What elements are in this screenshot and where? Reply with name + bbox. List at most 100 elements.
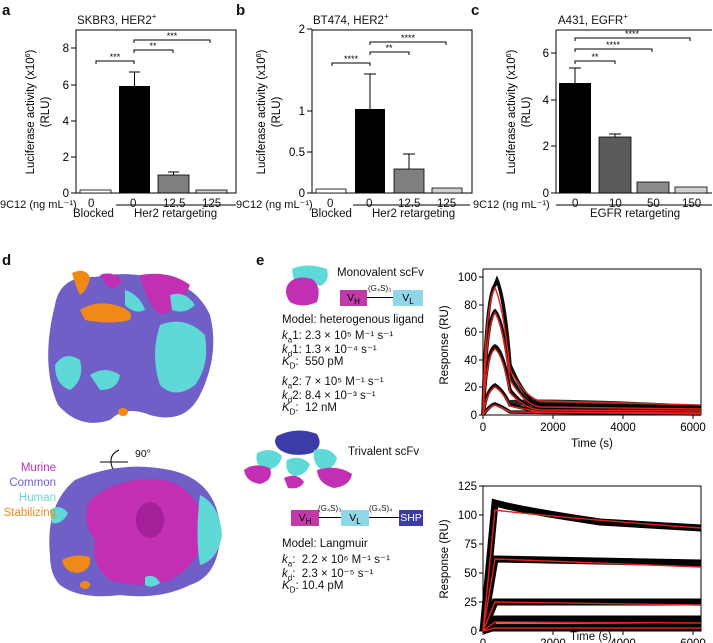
monovalent-KD2: KD: 12 nM	[282, 402, 338, 417]
svg-text:50: 50	[464, 568, 477, 580]
panel-c-xrow-label: 9C12 (ng mL⁻¹)	[473, 199, 550, 211]
svg-text:2: 2	[299, 24, 305, 36]
panel-a-group-retarget: Her2 retargeting	[134, 208, 218, 220]
svg-text:6000: 6000	[680, 422, 706, 434]
panel-a-xrow-label: 9C12 (ng mL⁻¹)	[0, 199, 77, 211]
panel-a-ylabel: Luciferase activity (x106)	[25, 49, 37, 174]
svg-text:Luciferase activity (x106): Luciferase activity (x106)	[256, 49, 268, 174]
spr-top-xlabel: Time (s)	[571, 438, 613, 450]
panel-b-xlabel-1: 0	[366, 198, 373, 210]
svg-text:0: 0	[480, 422, 486, 434]
spr-bottom-chart: Response (RU) 0 25 50 75 100 125 0 2000 …	[439, 481, 706, 643]
legend-human: Human	[18, 492, 56, 504]
monovalent-linker-line	[367, 297, 393, 298]
panel-c-xlabel-2: 50	[647, 198, 660, 210]
svg-text:2000: 2000	[540, 638, 566, 643]
monovalent-KD1: KD: 550 pM	[282, 356, 344, 371]
svg-text:(RLU): (RLU)	[40, 97, 52, 128]
monovalent-model: Model: heterogenous ligand	[282, 314, 424, 326]
monovalent-kd2: kd2: 8.4 × 10⁻³ s⁻¹	[282, 390, 376, 405]
trivalent-KD: KD: 10.4 pM	[282, 580, 344, 595]
trivalent-kd: kd: 2.3 × 10⁻⁵ s⁻¹	[282, 568, 374, 583]
svg-text:1: 1	[299, 106, 305, 118]
svg-text:Response (RU): Response (RU)	[439, 305, 451, 384]
legend-murine: Murine	[20, 462, 56, 474]
trivalent-linker2-line	[369, 517, 399, 518]
panel-a-chart: Luciferase activity (x106) (RLU) 0 2 4 6…	[25, 29, 237, 200]
panel-letter-e: e	[256, 252, 265, 269]
panel-b-title: BT474, HER2+	[313, 12, 389, 27]
panel-c-xlabel-1: 10	[609, 198, 622, 210]
spr-charts-svg: Response (RU) 0 20 40 60 80 100 0 2000 4…	[439, 268, 706, 643]
svg-text:****: ****	[344, 54, 359, 64]
panel-b-xlabel-0: 0	[327, 198, 334, 210]
panel-b-xlabel-3: 125	[437, 198, 457, 210]
svg-text:6: 6	[543, 48, 549, 60]
svg-text:(RLU): (RLU)	[521, 97, 533, 128]
svg-text:4: 4	[543, 95, 550, 107]
svg-text:100: 100	[458, 510, 477, 522]
panel-c-xlabel-3: 150	[682, 198, 702, 210]
svg-text:4: 4	[63, 116, 70, 128]
svg-text:0: 0	[299, 188, 305, 200]
monovalent-ka2: ka2: 7 × 10⁵ M⁻¹ s⁻¹	[282, 376, 384, 391]
svg-text:0: 0	[480, 638, 486, 643]
panel-b-chart: Luciferase activity (x106) (RLU) 0 0.5 1…	[256, 24, 473, 200]
trivalent-structure-thumbnail	[244, 430, 352, 489]
monovalent-kd1: kd1: 1.3 × 10⁻⁴ s⁻¹	[282, 344, 377, 359]
svg-text:**: **	[385, 43, 393, 53]
trivalent-ka: ka: 2.2 × 10⁶ M⁻¹ s⁻¹	[282, 554, 390, 569]
trivalent-linker2-label: (G₄S)₄	[369, 504, 393, 513]
svg-text:****: ****	[625, 29, 640, 39]
monovalent-vh-domain: VH	[340, 290, 367, 306]
panel-b-group-blocked: Blocked	[311, 208, 352, 220]
legend-stabilizing: Stabilizing	[3, 507, 56, 519]
svg-text:60: 60	[464, 327, 477, 339]
monovalent-title: Monovalent scFv	[337, 267, 424, 279]
panel-a-title: SKBR3, HER2+	[77, 12, 157, 27]
trivalent-title: Trivalent scFv	[348, 446, 420, 458]
svg-text:0: 0	[543, 188, 549, 200]
svg-text:20: 20	[464, 382, 477, 394]
svg-text:Response (RU): Response (RU)	[439, 519, 451, 598]
svg-text:(RLU): (RLU)	[271, 97, 283, 128]
svg-text:***: ***	[110, 52, 121, 62]
svg-text:0: 0	[471, 626, 477, 638]
svg-text:6000: 6000	[680, 638, 706, 643]
panel-letter-c: c	[471, 2, 480, 19]
rotation-label: 90°	[135, 448, 151, 460]
panel-a-xlabel-0: 0	[88, 198, 95, 210]
svg-text:***: ***	[167, 31, 178, 41]
panel-a-xlabel-2: 12.5	[163, 198, 186, 210]
svg-text:0: 0	[63, 188, 69, 200]
trivalent-model: Model: Langmuir	[282, 538, 368, 550]
svg-text:4000: 4000	[610, 422, 636, 434]
svg-text:2: 2	[63, 152, 69, 164]
svg-text:2: 2	[543, 141, 549, 153]
monovalent-vl-domain: VL	[393, 290, 423, 306]
monovalent-structure-thumbnail	[286, 265, 328, 306]
svg-text:**: **	[149, 41, 157, 51]
svg-text:2000: 2000	[540, 422, 566, 434]
svg-text:75: 75	[464, 539, 477, 551]
panel-a-group-blocked: Blocked	[73, 208, 114, 220]
trivalent-linker1-label: (G₄S)₃	[318, 504, 342, 513]
protein-structure-bottom	[49, 466, 222, 597]
spr-top-chart: Response (RU) 0 20 40 60 80 100 0 2000 4…	[439, 268, 706, 434]
panel-b-xlabel-2: 12.5	[398, 198, 421, 210]
spr-bottom-xlabel: Time (s)	[570, 631, 612, 643]
trivalent-linker1-line	[319, 517, 341, 518]
svg-text:****: ****	[401, 33, 416, 43]
panel-c-chart: Luciferase activity (x106) (RLU) 0 2 4 6…	[506, 29, 712, 200]
protein-structure-svg	[48, 270, 222, 597]
svg-text:8: 8	[63, 43, 69, 55]
panel-c-group-retarget: EGFR retargeting	[590, 208, 681, 220]
monovalent-ka1: ka1: 2.3 × 10⁵ M⁻¹ s⁻¹	[282, 330, 394, 345]
panel-c-title: A431, EGFR+	[558, 12, 628, 27]
panel-letter-b: b	[236, 2, 246, 19]
trivalent-vl-domain: VL	[341, 510, 369, 526]
svg-text:Luciferase activity (x106): Luciferase activity (x106)	[506, 49, 518, 174]
panel-a-xlabel-1: 0	[130, 198, 137, 210]
structure-legend: Murine Common Human Stabilizing	[2, 461, 56, 521]
